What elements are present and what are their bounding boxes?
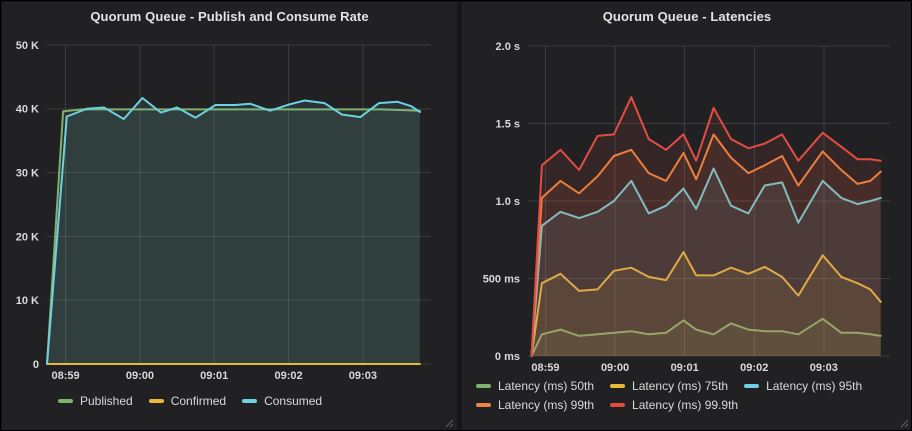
series-area — [531, 252, 881, 356]
y-axis-tick-label: 1.0 s — [496, 196, 520, 208]
panel-latencies: Quorum Queue - Latencies 0 ms 500 ms 1.0 s… — [462, 2, 912, 430]
x-axis-tick-label: 09:02 — [740, 362, 768, 374]
legend-series-marker — [610, 384, 626, 388]
legend-series-label: Confirmed — [170, 394, 227, 408]
y-axis-tick-label: 0 — [33, 359, 39, 371]
panel-title[interactable]: Quorum Queue - Publish and Consume Rate — [90, 8, 369, 24]
legend-item[interactable]: Confirmed — [148, 394, 227, 408]
legend-item[interactable]: Latency (ms) 75th — [610, 379, 728, 393]
series-line — [530, 317, 882, 357]
x-axis-tick-label: 09:02 — [274, 370, 302, 382]
legend-series-label: Latency (ms) 75th — [632, 379, 729, 393]
series-area — [531, 97, 881, 356]
y-axis-tick-label: 40 K — [16, 104, 39, 116]
y-axis-tick-label: 500 ms — [483, 273, 520, 285]
legend-item[interactable]: Latency (ms) 95th — [744, 379, 862, 393]
legend-series-label: Latency (ms) 50th — [498, 379, 595, 393]
rate-chart-legend: Published Confirmed Consumed — [58, 394, 457, 408]
panel-publish-consume-rate: Quorum Queue - Publish and Consume Rate … — [2, 2, 457, 430]
series-area — [531, 134, 881, 356]
panel-header: Quorum Queue - Publish and Consume Rate — [2, 2, 457, 30]
series-area — [47, 109, 420, 365]
x-axis-tick-label: 09:01 — [671, 362, 699, 374]
x-axis-tick-label: 09:00 — [126, 370, 154, 382]
panel-resize-handle-icon[interactable] — [445, 419, 454, 428]
series-line — [530, 167, 882, 357]
legend-item[interactable]: Latency (ms) 99th — [476, 398, 594, 412]
series-area — [531, 318, 881, 356]
legend-series-label: Latency (ms) 99th — [498, 398, 595, 412]
y-axis-tick-label: 10 K — [16, 295, 39, 307]
x-axis-tick-label: 09:03 — [349, 370, 377, 382]
y-axis-tick-label: 1.5 s — [496, 118, 520, 130]
rate-chart-canvas[interactable]: 0 10 K 20 K 30 K 40 K 50 K 08:59 09:00 09:01 09:0… — [2, 30, 457, 385]
legend-series-marker — [476, 403, 491, 407]
x-axis-tick-label: 09:01 — [200, 370, 228, 382]
series-area — [531, 168, 881, 356]
legend-series-label: Latency (ms) 95th — [766, 379, 863, 393]
legend-series-marker — [476, 384, 491, 388]
x-axis-tick-label: 09:03 — [810, 362, 838, 374]
legend-series-marker — [610, 403, 626, 407]
y-axis-tick-label: 50 K — [16, 40, 39, 52]
legend-series-label: Consumed — [264, 394, 323, 408]
legend-series-label: Latency (ms) 99.9th — [632, 398, 739, 412]
series-line — [46, 108, 421, 365]
legend-series-marker — [744, 384, 760, 388]
legend-series-marker — [148, 399, 164, 403]
panel-resize-handle-icon[interactable] — [900, 419, 909, 428]
legend-series-marker — [58, 399, 73, 403]
y-axis-tick-label: 2.0 s — [496, 41, 520, 53]
series-line — [530, 251, 882, 357]
legend-item[interactable]: Latency (ms) 50th — [476, 379, 594, 393]
latency-chart-canvas[interactable]: 0 ms 500 ms 1.0 s 1.5 s 2.0 s 08:59 09:00 09:01… — [462, 30, 912, 375]
legend-item[interactable]: Published — [58, 394, 133, 408]
y-axis-tick-label: 20 K — [16, 231, 39, 243]
legend-item[interactable]: Latency (ms) 99.9th — [610, 398, 738, 412]
y-axis-tick-label: 0 ms — [495, 351, 520, 363]
y-axis-tick-label: 30 K — [16, 167, 39, 179]
x-axis-tick-label: 09:00 — [601, 362, 629, 374]
series-line — [46, 97, 421, 365]
x-axis-tick-label: 08:59 — [531, 362, 559, 374]
series-line — [530, 133, 882, 357]
series-area — [47, 98, 420, 364]
panel-title[interactable]: Quorum Queue - Latencies — [602, 8, 772, 24]
panel-header: Quorum Queue - Latencies — [462, 2, 911, 30]
series-line — [530, 96, 882, 357]
legend-series-label: Published — [80, 394, 133, 408]
latency-chart-legend: Latency (ms) 50th Latency (ms) 75th Latenc… — [476, 379, 911, 412]
x-axis-tick-label: 08:59 — [52, 370, 80, 382]
legend-series-marker — [242, 399, 258, 403]
legend-item[interactable]: Consumed — [242, 394, 322, 408]
